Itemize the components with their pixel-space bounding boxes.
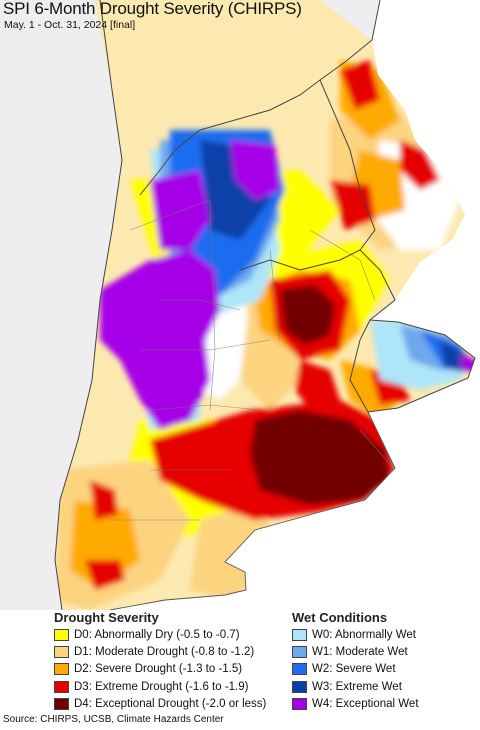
legend-item-d4: D4: Exceptional Drought (-2.0 or less) [54, 696, 266, 713]
swatch-w4 [292, 698, 307, 711]
swatch-d4 [54, 698, 69, 711]
legend-item-w4: W4: Exceptional Wet [292, 696, 419, 713]
legend: Drought Severity D0: Abnormally Dry (-0.… [0, 610, 480, 713]
legend-label-d2: D2: Severe Drought (-1.3 to -1.5) [74, 663, 243, 676]
wet-legend: Wet Conditions W0: Abnormally Wet W1: Mo… [292, 610, 419, 713]
swatch-d1 [54, 646, 69, 659]
legend-label-d1: D1: Moderate Drought (-0.8 to -1.2) [74, 646, 255, 659]
legend-label-w1: W1: Moderate Wet [312, 646, 408, 659]
legend-item-d3: D3: Extreme Drought (-1.6 to -1.9) [54, 678, 266, 695]
legend-item-w3: W3: Extreme Wet [292, 678, 419, 695]
swatch-w2 [292, 663, 307, 676]
legend-item-d2: D2: Severe Drought (-1.3 to -1.5) [54, 661, 266, 678]
legend-label-d4: D4: Exceptional Drought (-2.0 or less) [74, 698, 267, 711]
source-credit: Source: CHIRPS, UCSB, Climate Hazards Ce… [3, 714, 224, 725]
swatch-w1 [292, 646, 307, 659]
swatch-w3 [292, 680, 307, 693]
map-title: SPI 6-Month Drought Severity (CHIRPS) [3, 0, 302, 18]
legend-item-d0: D0: Abnormally Dry (-0.5 to -0.7) [54, 626, 266, 643]
legend-label-w4: W4: Exceptional Wet [312, 698, 419, 711]
swatch-d2 [54, 663, 69, 676]
drought-legend: Drought Severity D0: Abnormally Dry (-0.… [54, 610, 266, 713]
legend-item-w0: W0: Abnormally Wet [292, 626, 419, 643]
swatch-d0 [54, 628, 69, 641]
legend-item-w1: W1: Moderate Wet [292, 643, 419, 660]
drought-legend-heading: Drought Severity [54, 610, 159, 625]
legend-item-d1: D1: Moderate Drought (-0.8 to -1.2) [54, 643, 266, 660]
map-subtitle: May. 1 - Oct. 31, 2024 [final] [4, 19, 136, 31]
swatch-d3 [54, 680, 69, 693]
chile-region [0, 0, 122, 610]
drought-map [0, 0, 476, 610]
wet-legend-heading: Wet Conditions [292, 610, 388, 625]
swatch-w0 [292, 628, 307, 641]
legend-label-w2: W2: Severe Wet [312, 663, 396, 676]
legend-label-w0: W0: Abnormally Wet [312, 628, 416, 641]
legend-label-d0: D0: Abnormally Dry (-0.5 to -0.7) [74, 628, 240, 641]
legend-label-d3: D3: Extreme Drought (-1.6 to -1.9) [74, 680, 249, 693]
legend-item-w2: W2: Severe Wet [292, 661, 419, 678]
legend-label-w3: W3: Extreme Wet [312, 680, 402, 693]
